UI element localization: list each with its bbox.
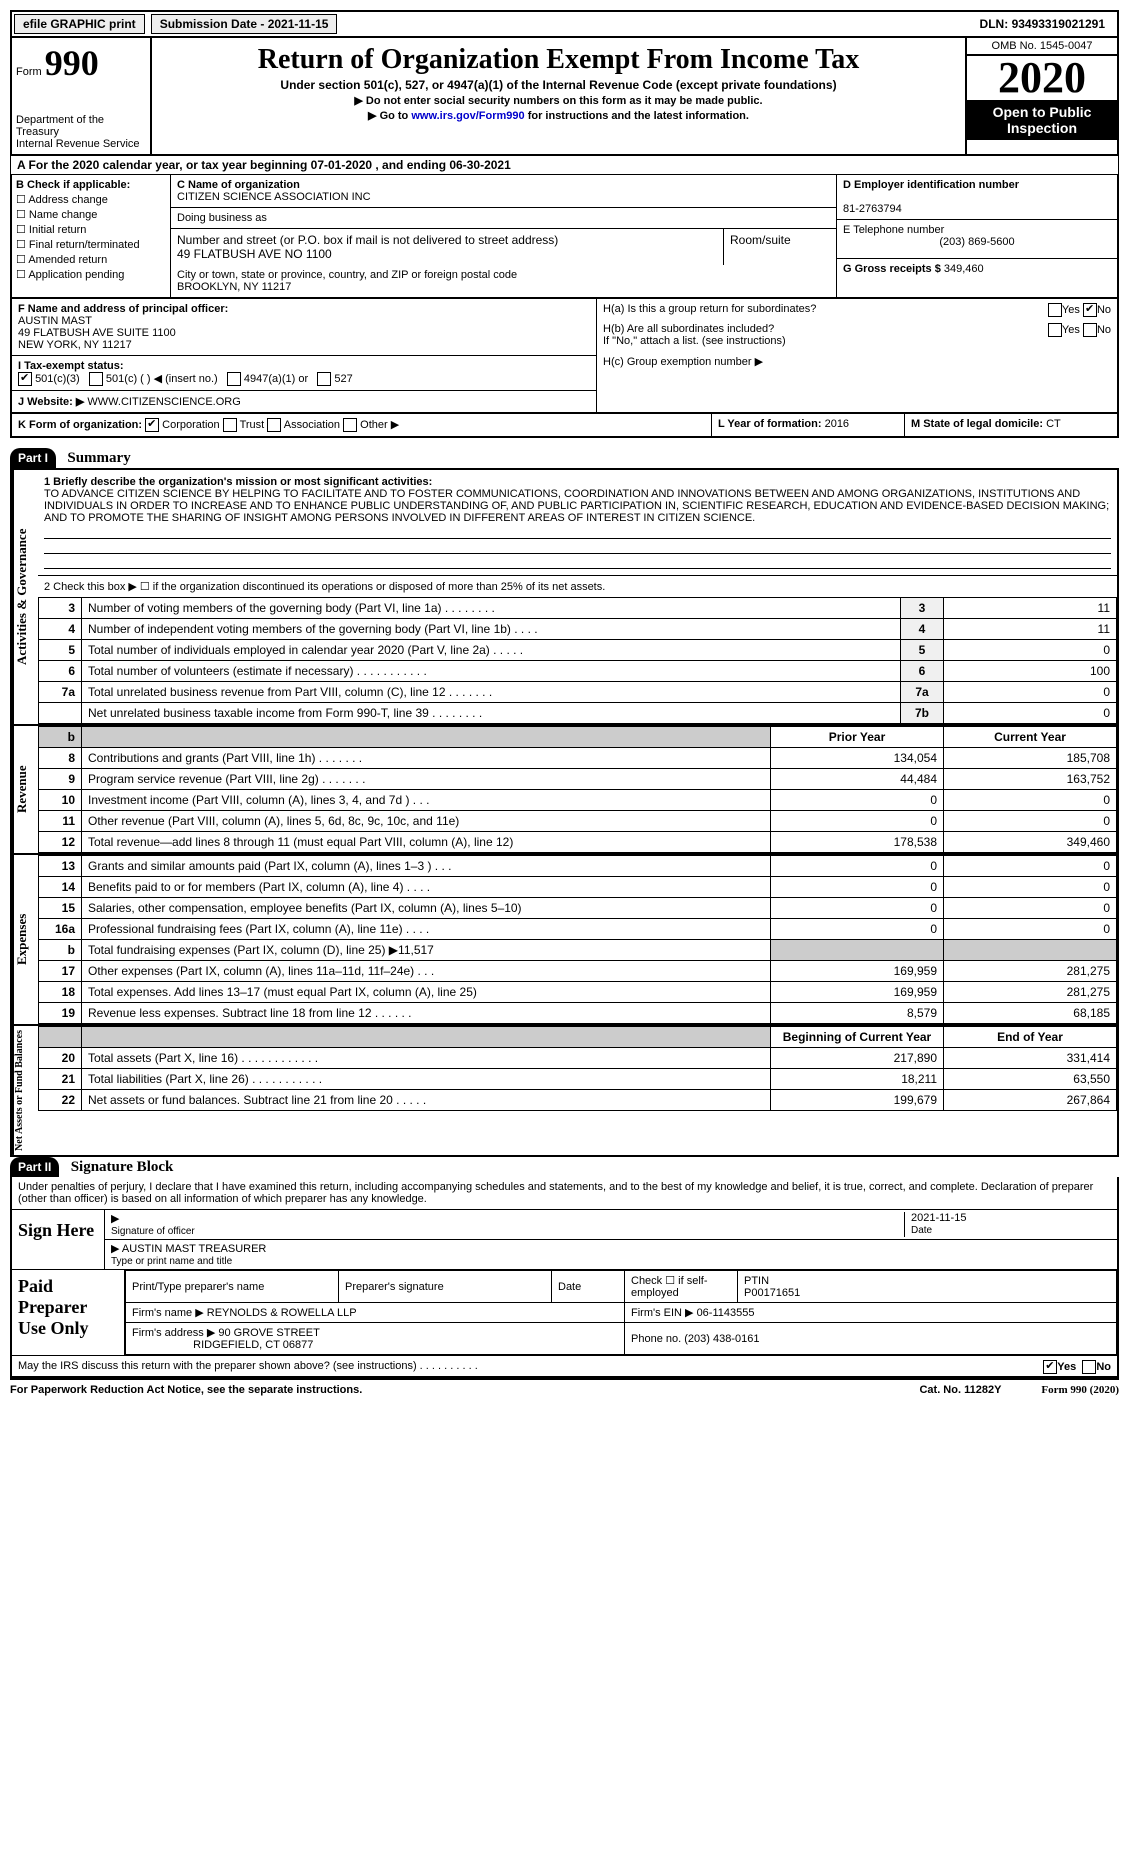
paid-preparer-label: Paid Preparer Use Only bbox=[12, 1270, 124, 1355]
firm-name: REYNOLDS & ROWELLA LLP bbox=[207, 1307, 357, 1319]
revenue-table: bPrior YearCurrent Year8Contributions an… bbox=[38, 726, 1117, 853]
side-revenue: Revenue bbox=[12, 726, 38, 853]
klm-row: K Form of organization: Corporation Trus… bbox=[10, 414, 1119, 438]
page-footer: For Paperwork Reduction Act Notice, see … bbox=[10, 1378, 1119, 1400]
chk-final-return[interactable]: ☐ Final return/terminated bbox=[16, 238, 166, 251]
ein: 81-2763794 bbox=[843, 203, 902, 215]
sign-here-label: Sign Here bbox=[12, 1210, 105, 1269]
info-grid: B Check if applicable: ☐ Address change … bbox=[10, 175, 1119, 299]
part1-header: Part I bbox=[10, 448, 56, 468]
top-bar: efile GRAPHIC print Submission Date - 20… bbox=[10, 10, 1119, 38]
org-name: CITIZEN SCIENCE ASSOCIATION INC bbox=[177, 191, 371, 203]
fgh-row: F Name and address of principal officer:… bbox=[10, 299, 1119, 414]
summary-section: Activities & Governance 1 Briefly descri… bbox=[10, 468, 1119, 1157]
chk-amended[interactable]: ☐ Amended return bbox=[16, 253, 166, 266]
chk-initial-return[interactable]: ☐ Initial return bbox=[16, 223, 166, 236]
org-street: 49 FLATBUSH AVE NO 1100 bbox=[177, 247, 332, 261]
form-header: Form 990 Department of the Treasury Inte… bbox=[10, 38, 1119, 156]
section-a: A For the 2020 calendar year, or tax yea… bbox=[10, 156, 1119, 175]
side-netassets: Net Assets or Fund Balances bbox=[12, 1026, 38, 1155]
efile-print-button[interactable]: efile GRAPHIC print bbox=[14, 14, 145, 34]
form-title: Return of Organization Exempt From Incom… bbox=[162, 44, 955, 76]
governance-table: 3Number of voting members of the governi… bbox=[38, 597, 1117, 724]
mission-text: TO ADVANCE CITIZEN SCIENCE BY HELPING TO… bbox=[44, 488, 1109, 524]
side-governance: Activities & Governance bbox=[12, 470, 38, 724]
chk-discuss-yes[interactable] bbox=[1043, 1360, 1057, 1374]
chk-application-pending[interactable]: ☐ Application pending bbox=[16, 268, 166, 281]
expenses-table: 13Grants and similar amounts paid (Part … bbox=[38, 855, 1117, 1024]
chk-corporation[interactable] bbox=[145, 418, 159, 432]
gross-receipts: 349,460 bbox=[944, 263, 984, 275]
chk-name-change[interactable]: ☐ Name change bbox=[16, 208, 166, 221]
officer-name: AUSTIN MAST TREASURER bbox=[122, 1243, 266, 1255]
open-to-public: Open to Public Inspection bbox=[967, 100, 1117, 140]
org-city: BROOKLYN, NY 11217 bbox=[177, 281, 291, 293]
form-number: 990 bbox=[45, 43, 99, 83]
tax-year: 2020 bbox=[967, 56, 1117, 100]
chk-501c3[interactable] bbox=[18, 372, 32, 386]
chk-group-no[interactable] bbox=[1083, 303, 1097, 317]
irs-link[interactable]: www.irs.gov/Form990 bbox=[411, 110, 524, 122]
phone: (203) 869-5600 bbox=[843, 236, 1111, 248]
penalty-text: Under penalties of perjury, I declare th… bbox=[12, 1177, 1117, 1210]
ptin: P00171651 bbox=[744, 1287, 800, 1299]
dept-treasury: Department of the Treasury Internal Reve… bbox=[16, 114, 146, 150]
part2-header: Part II bbox=[10, 1157, 59, 1177]
netassets-table: Beginning of Current YearEnd of Year20To… bbox=[38, 1026, 1117, 1111]
dln: DLN: 93493319021291 bbox=[980, 17, 1115, 31]
submission-date: Submission Date - 2021-11-15 bbox=[151, 14, 338, 34]
website: WWW.CITIZENSCIENCE.ORG bbox=[87, 396, 240, 408]
side-expenses: Expenses bbox=[12, 855, 38, 1024]
chk-address-change[interactable]: ☐ Address change bbox=[16, 193, 166, 206]
